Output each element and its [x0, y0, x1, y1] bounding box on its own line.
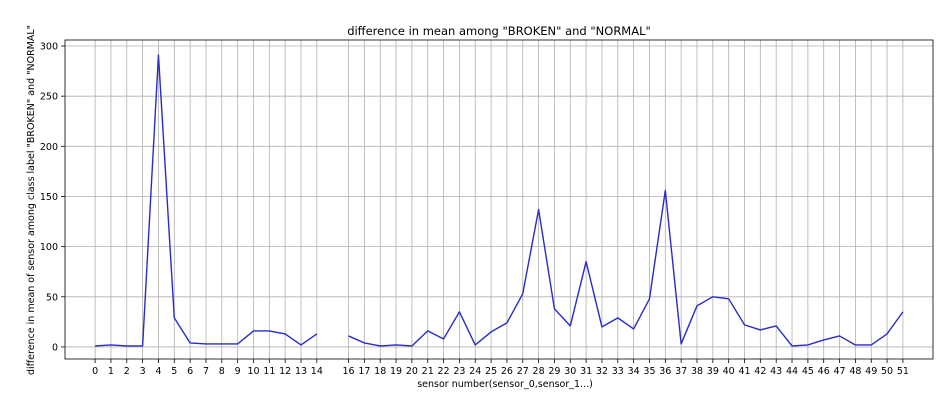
- series-line: [95, 54, 318, 347]
- x-tick-label: 6: [187, 366, 193, 377]
- y-axis-label: difference in mean of sensor among class…: [26, 25, 37, 375]
- x-tick-label: 23: [453, 366, 465, 377]
- plot-frame: [64, 39, 934, 360]
- x-tick-label: 47: [834, 366, 846, 377]
- x-tick-label: 42: [754, 366, 766, 377]
- x-tick-label: 38: [691, 366, 703, 377]
- x-tick-label: 14: [311, 366, 323, 377]
- x-tick-label: 30: [564, 366, 576, 377]
- x-tick-label: 50: [881, 366, 893, 377]
- y-tick-label: 200: [40, 142, 58, 153]
- x-tick-label: 24: [469, 366, 481, 377]
- x-tick-label: 29: [548, 366, 560, 377]
- y-tick-label: 300: [40, 42, 58, 53]
- x-tick-label: 41: [738, 366, 750, 377]
- y-axis-ticks: 0 50 100 150 200 250 300: [40, 42, 65, 353]
- series-layer: [95, 54, 904, 347]
- x-tick-label: 3: [140, 366, 146, 377]
- x-tick-label: 1: [108, 366, 114, 377]
- x-tick-label: 49: [865, 366, 877, 377]
- x-axis-ticks: 0 1 2 3 4 5 6 7 8 9 10 11 12 13 14 16 17 18 19 20 21 22 23 24 25…: [92, 359, 909, 377]
- x-tick-label: 11: [263, 366, 275, 377]
- y-tick-label: 0: [52, 342, 58, 353]
- x-tick-label: 17: [358, 366, 370, 377]
- x-tick-label: 7: [203, 366, 209, 377]
- x-tick-label: 21: [422, 366, 434, 377]
- x-tick-label: 12: [279, 366, 291, 377]
- chart-title: difference in mean among "BROKEN" and "N…: [347, 24, 651, 38]
- x-tick-label: 10: [247, 366, 259, 377]
- x-tick-label: 37: [675, 366, 687, 377]
- x-tick-label: 43: [770, 366, 782, 377]
- x-tick-label: 51: [897, 366, 909, 377]
- x-axis-label: sensor number(sensor_0,sensor_1...): [417, 379, 593, 390]
- x-tick-label: 0: [92, 366, 98, 377]
- x-tick-label: 18: [374, 366, 386, 377]
- x-tick-label: 33: [612, 366, 624, 377]
- x-tick-label: 44: [786, 366, 798, 377]
- x-tick-label: 34: [628, 366, 640, 377]
- x-tick-label: 48: [849, 366, 861, 377]
- x-tick-label: 25: [485, 366, 497, 377]
- x-tick-label: 5: [171, 366, 177, 377]
- x-tick-label: 22: [438, 366, 450, 377]
- x-tick-label: 32: [596, 366, 608, 377]
- x-tick-label: 13: [295, 366, 307, 377]
- x-tick-label: 35: [643, 366, 655, 377]
- x-tick-label: 28: [533, 366, 545, 377]
- y-tick-label: 150: [40, 192, 58, 203]
- x-tick-label: 19: [390, 366, 402, 377]
- grid-lines: [65, 40, 933, 359]
- x-tick-label: 26: [501, 366, 513, 377]
- x-tick-label: 46: [818, 366, 830, 377]
- y-tick-label: 250: [40, 92, 58, 103]
- x-tick-label: 9: [235, 366, 241, 377]
- x-tick-label: 20: [406, 366, 418, 377]
- x-tick-label: 16: [342, 366, 354, 377]
- x-tick-label: 31: [580, 366, 592, 377]
- x-tick-label: 40: [723, 366, 735, 377]
- x-tick-label: 27: [517, 366, 529, 377]
- x-tick-label: 8: [219, 366, 225, 377]
- x-tick-label: 36: [659, 366, 671, 377]
- x-tick-label: 4: [155, 366, 161, 377]
- x-tick-label: 45: [802, 366, 814, 377]
- y-tick-label: 50: [46, 292, 58, 303]
- x-tick-label: 2: [124, 366, 130, 377]
- y-tick-label: 100: [40, 242, 58, 253]
- x-tick-label: 39: [707, 366, 719, 377]
- series-line: [348, 189, 904, 347]
